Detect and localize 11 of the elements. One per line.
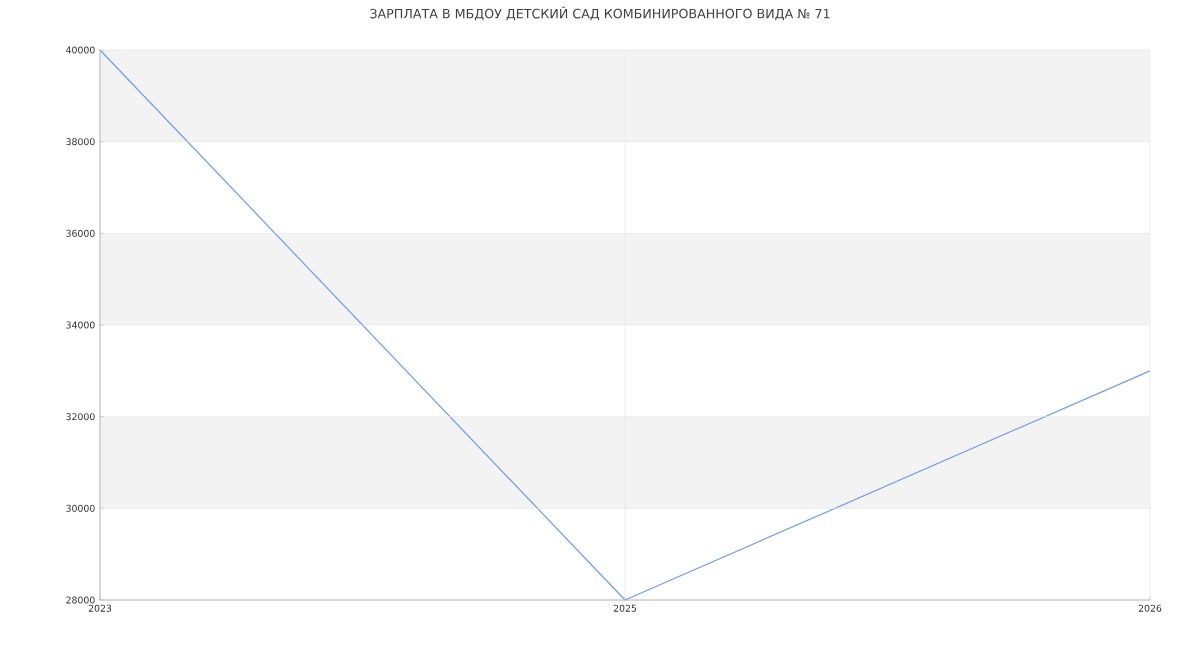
y-tick-label: 38000 <box>66 138 95 146</box>
y-tick-label: 34000 <box>66 321 95 329</box>
chart-title: ЗАРПЛАТА В МБДОУ ДЕТСКИЙ САД КОМБИНИРОВАННОГО ВИДА № 71 <box>370 6 830 21</box>
y-tick-label: 36000 <box>66 229 95 237</box>
y-tick-label: 40000 <box>66 46 95 54</box>
y-tick-label: 28000 <box>66 596 95 604</box>
x-tick-label: 2025 <box>613 604 637 612</box>
y-tick-label: 32000 <box>66 413 95 421</box>
x-tick-label: 2026 <box>1138 604 1162 612</box>
y-tick-label: 30000 <box>66 504 95 512</box>
x-tick-label: 2023 <box>88 604 112 612</box>
